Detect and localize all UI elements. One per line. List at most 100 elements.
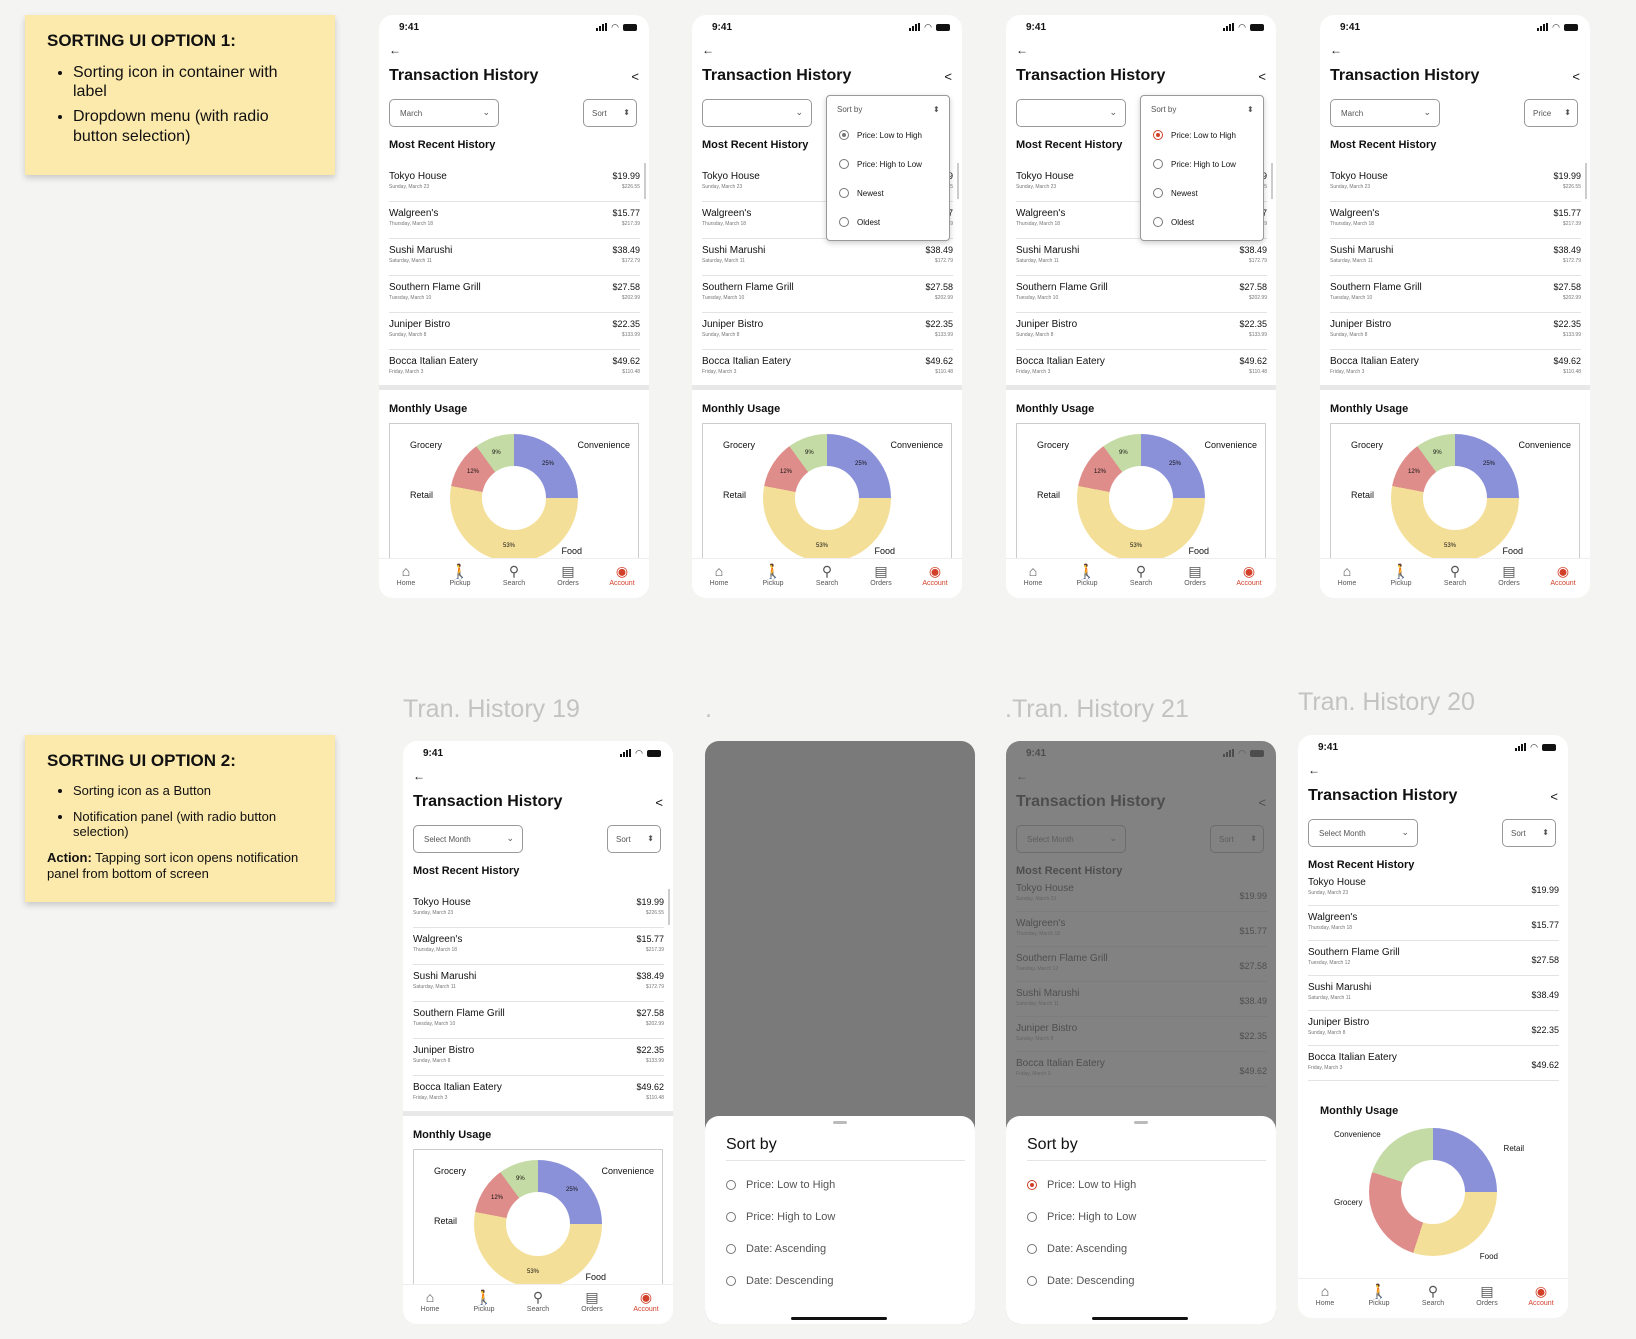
nav-item-pickup[interactable]: 🚶 Pickup — [433, 559, 487, 598]
nav-item-home[interactable]: ⌂ Home — [1298, 1279, 1352, 1318]
transaction-row[interactable]: Bocca Italian Eatery Friday, March 3 $49… — [702, 350, 953, 387]
sort-option[interactable]: Price: Low to High — [1153, 130, 1236, 140]
transaction-row[interactable]: Southern Flame Grill Tuesday, March 12 $… — [1308, 941, 1559, 976]
radio-button[interactable] — [1027, 1180, 1037, 1190]
drag-handle[interactable] — [833, 1121, 847, 1124]
transaction-row[interactable]: Southern Flame Grill Tuesday, March 10 $… — [389, 276, 640, 313]
transaction-row[interactable]: Juniper Bistro Sunday, March 8 $22.35 $1… — [1016, 313, 1267, 350]
nav-item-account[interactable]: ◉ Account — [1222, 559, 1276, 598]
radio-button[interactable] — [839, 159, 849, 169]
share-icon[interactable]: < — [655, 795, 663, 810]
nav-item-orders[interactable]: ▤ Orders — [541, 559, 595, 598]
radio-button[interactable] — [726, 1212, 736, 1222]
share-icon[interactable]: < — [1258, 69, 1266, 84]
transaction-row[interactable]: Walgreen's Thursday, March 18 $15.77 $21… — [413, 928, 664, 965]
sort-option[interactable]: Price: High to Low — [839, 159, 922, 169]
sheet-option[interactable]: Price: Low to High — [1027, 1179, 1136, 1191]
scrollbar[interactable] — [1271, 163, 1273, 199]
transaction-row[interactable]: Bocca Italian Eatery Friday, March 3 $49… — [389, 350, 640, 387]
nav-item-search[interactable]: ⚲ Search — [511, 1285, 565, 1324]
nav-item-orders[interactable]: ▤ Orders — [565, 1285, 619, 1324]
radio-button[interactable] — [726, 1244, 736, 1254]
nav-item-pickup[interactable]: 🚶 Pickup — [1374, 559, 1428, 598]
month-select[interactable]: Select Month ⌄ — [413, 825, 523, 853]
sheet-option[interactable]: Price: High to Low — [726, 1211, 835, 1223]
dropdown-header[interactable]: Sort by ⬍ — [1151, 105, 1254, 114]
nav-item-orders[interactable]: ▤ Orders — [854, 559, 908, 598]
back-arrow-icon[interactable]: ← — [1308, 763, 1320, 777]
month-select[interactable]: March ⌄ — [1330, 99, 1440, 127]
back-arrow-icon[interactable]: ← — [1330, 43, 1342, 57]
sheet-option[interactable]: Date: Ascending — [726, 1243, 826, 1255]
nav-item-search[interactable]: ⚲ Search — [1428, 559, 1482, 598]
nav-item-home[interactable]: ⌂ Home — [379, 559, 433, 598]
transaction-row[interactable]: Southern Flame Grill Tuesday, March 10 $… — [1016, 276, 1267, 313]
month-select[interactable]: ⌄ — [702, 99, 812, 127]
nav-item-account[interactable]: ◉ Account — [1514, 1279, 1568, 1318]
sort-button[interactable]: Sort ⬍ — [583, 99, 637, 127]
transaction-row[interactable]: Sushi Marushi Saturday, March 11 $38.49 … — [1016, 239, 1267, 276]
radio-button[interactable] — [1153, 159, 1163, 169]
transaction-row[interactable]: Juniper Bistro Sunday, March 8 $22.35 $1… — [702, 313, 953, 350]
radio-button[interactable] — [1027, 1276, 1037, 1286]
transaction-row[interactable]: Walgreen's Thursday, March 18 $15.77 — [1308, 906, 1559, 941]
sheet-option[interactable]: Date: Descending — [726, 1275, 833, 1287]
sort-option[interactable]: Price: Low to High — [839, 130, 922, 140]
transaction-row[interactable]: Juniper Bistro Sunday, March 8 $22.35 — [1308, 1011, 1559, 1046]
sort-option[interactable]: Oldest — [1153, 217, 1194, 227]
nav-item-pickup[interactable]: 🚶 Pickup — [746, 559, 800, 598]
nav-item-home[interactable]: ⌂ Home — [692, 559, 746, 598]
sort-option[interactable]: Newest — [839, 188, 884, 198]
back-arrow-icon[interactable]: ← — [1016, 43, 1028, 57]
share-icon[interactable]: < — [1572, 69, 1580, 84]
transaction-row[interactable]: Sushi Marushi Saturday, March 11 $38.49 … — [389, 239, 640, 276]
month-select[interactable]: March ⌄ — [389, 99, 499, 127]
transaction-row[interactable]: Bocca Italian Eatery Friday, March 3 $49… — [1308, 1046, 1559, 1081]
transaction-row[interactable]: Sushi Marushi Saturday, March 11 $38.49 … — [1330, 239, 1581, 276]
nav-item-search[interactable]: ⚲ Search — [800, 559, 854, 598]
transaction-row[interactable]: Bocca Italian Eatery Friday, March 3 $49… — [413, 1076, 664, 1113]
transaction-row[interactable]: Sushi Marushi Saturday, March 11 $38.49 — [1308, 976, 1559, 1011]
transaction-row[interactable]: Tokyo House Sunday, March 23 $19.99 $226… — [1330, 165, 1581, 202]
radio-button[interactable] — [1153, 130, 1163, 140]
nav-item-search[interactable]: ⚲ Search — [487, 559, 541, 598]
transaction-row[interactable]: Walgreen's Thursday, March 18 $15.77 $21… — [389, 202, 640, 239]
radio-button[interactable] — [1027, 1244, 1037, 1254]
nav-item-orders[interactable]: ▤ Orders — [1460, 1279, 1514, 1318]
transaction-row[interactable]: Bocca Italian Eatery Friday, March 3 $49… — [1330, 350, 1581, 387]
back-arrow-icon[interactable]: ← — [702, 43, 714, 57]
transaction-row[interactable]: Juniper Bistro Sunday, March 8 $22.35 $1… — [1330, 313, 1581, 350]
sort-option[interactable]: Newest — [1153, 188, 1198, 198]
sheet-option[interactable]: Price: Low to High — [726, 1179, 835, 1191]
share-icon[interactable]: < — [1550, 789, 1558, 804]
transaction-row[interactable]: Tokyo House Sunday, March 23 $19.99 — [1308, 871, 1559, 906]
nav-item-home[interactable]: ⌂ Home — [1320, 559, 1374, 598]
scrollbar[interactable] — [1585, 163, 1587, 199]
radio-button[interactable] — [1027, 1212, 1037, 1222]
nav-item-pickup[interactable]: 🚶 Pickup — [457, 1285, 511, 1324]
transaction-row[interactable]: Sushi Marushi Saturday, March 11 $38.49 … — [413, 965, 664, 1002]
radio-button[interactable] — [839, 188, 849, 198]
sort-button[interactable]: Price ⬍ — [1524, 99, 1578, 127]
transaction-row[interactable]: Tokyo House Sunday, March 23 $19.99 $226… — [389, 165, 640, 202]
sort-option[interactable]: Price: High to Low — [1153, 159, 1236, 169]
radio-button[interactable] — [726, 1180, 736, 1190]
back-arrow-icon[interactable]: ← — [413, 769, 425, 783]
sheet-option[interactable]: Date: Ascending — [1027, 1243, 1127, 1255]
month-select[interactable]: Select Month ⌄ — [1308, 819, 1418, 847]
nav-item-account[interactable]: ◉ Account — [619, 1285, 673, 1324]
drag-handle[interactable] — [1134, 1121, 1148, 1124]
sort-option[interactable]: Oldest — [839, 217, 880, 227]
transaction-row[interactable]: Juniper Bistro Sunday, March 8 $22.35 $1… — [389, 313, 640, 350]
nav-item-pickup[interactable]: 🚶 Pickup — [1060, 559, 1114, 598]
back-arrow-icon[interactable]: ← — [389, 43, 401, 57]
radio-button[interactable] — [1153, 188, 1163, 198]
nav-item-account[interactable]: ◉ Account — [908, 559, 962, 598]
transaction-row[interactable]: Tokyo House Sunday, March 23 $19.99 $226… — [413, 891, 664, 928]
transaction-row[interactable]: Bocca Italian Eatery Friday, March 3 $49… — [1016, 350, 1267, 387]
scrollbar[interactable] — [957, 163, 959, 199]
transaction-row[interactable]: Southern Flame Grill Tuesday, March 10 $… — [413, 1002, 664, 1039]
transaction-row[interactable]: Juniper Bistro Sunday, March 8 $22.35 $1… — [413, 1039, 664, 1076]
nav-item-search[interactable]: ⚲ Search — [1114, 559, 1168, 598]
sort-button[interactable]: Sort ⬍ — [607, 825, 661, 853]
